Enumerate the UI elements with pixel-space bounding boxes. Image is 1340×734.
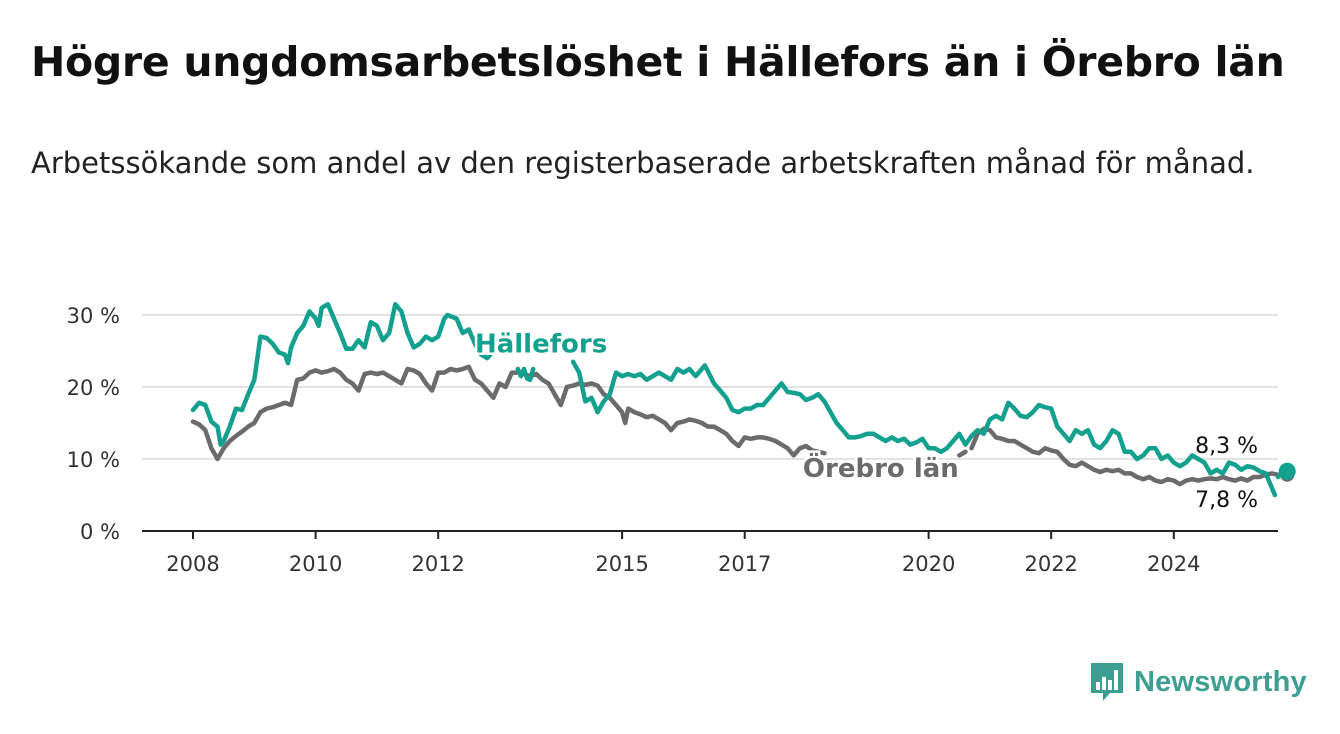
x-tick-label: 2012: [411, 552, 464, 576]
y-tick-label: 10 %: [67, 448, 120, 472]
series-line-orebro-lan: [190, 364, 1290, 487]
x-tick-label: 2024: [1147, 552, 1200, 576]
x-tick-label: 2010: [289, 552, 342, 576]
x-tick-label: 2022: [1024, 552, 1077, 576]
series-label-orebro-lan: Örebro län: [803, 451, 959, 484]
end-value-label-hallefors: 8,3 %: [1195, 434, 1258, 459]
y-tick-label: 30 %: [67, 304, 120, 328]
x-tick-label: 2017: [718, 552, 771, 576]
chart-title: Högre ungdomsarbetslöshet i Hällefors än…: [31, 38, 1285, 86]
x-tick-label: 2020: [902, 552, 955, 576]
x-tick-label: 2015: [595, 552, 648, 576]
newsworthy-brand[interactable]: Newsworthy: [1088, 660, 1307, 704]
newsworthy-logo-icon: [1091, 663, 1123, 701]
label-layer: Hällefors Örebro län 8,3 % 7,8 %: [472, 327, 1260, 515]
end-value-label-orebro-lan: 7,8 %: [1195, 488, 1258, 513]
series-label-hallefors: Hällefors: [475, 329, 607, 359]
brand-name: Newsworthy: [1134, 665, 1307, 698]
series-layer: [190, 301, 1296, 498]
series-line-hallefors: [190, 301, 1290, 498]
end-marker-hallefors: [1278, 462, 1296, 480]
y-tick-label: 20 %: [67, 376, 120, 400]
x-tick-label: 2008: [166, 552, 219, 576]
chart-subtitle: Arbetssökande som andel av den registerb…: [31, 146, 1255, 180]
axis-layer: 0 % 10 % 20 % 30 % 2008 2010 2012 2015 2017 2020 2…: [67, 304, 1278, 576]
y-tick-label: 0 %: [80, 520, 120, 544]
